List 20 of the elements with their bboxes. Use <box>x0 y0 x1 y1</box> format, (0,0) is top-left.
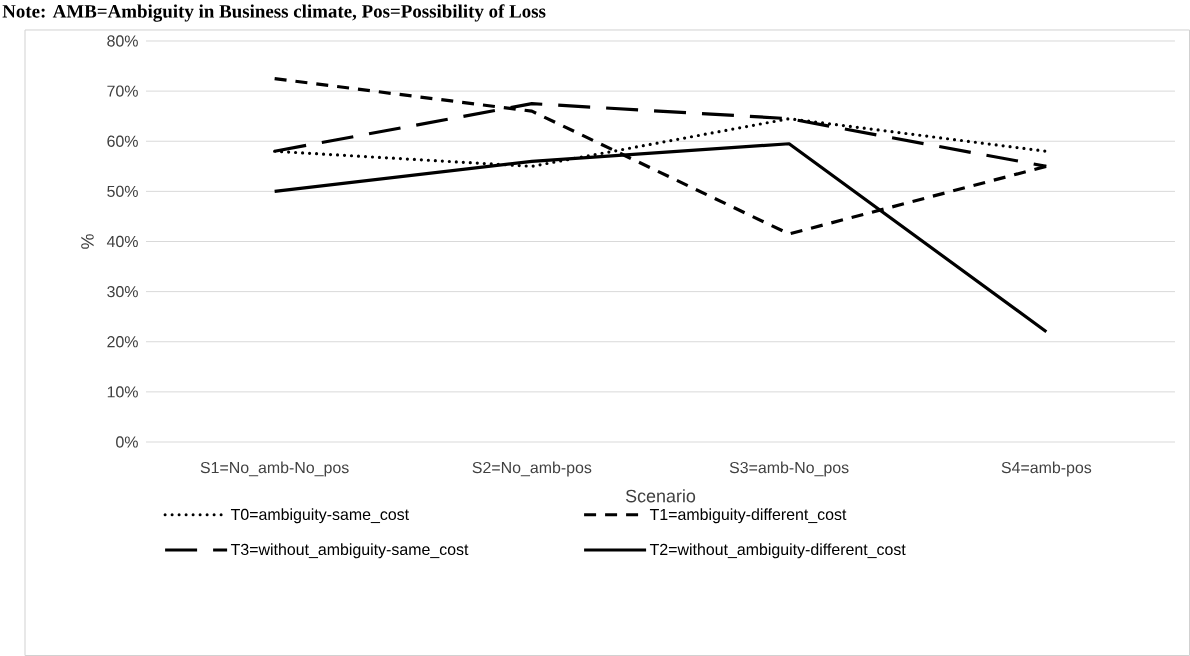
y-tick-label: 30% <box>107 285 138 298</box>
y-tick-label: 20% <box>107 336 138 348</box>
legend-label: T0=ambiguity-same_cost <box>230 508 409 524</box>
legend-label: T2=without_ambiguity-different_cost <box>649 543 906 559</box>
y-tick-label: 50% <box>107 185 138 198</box>
legend-label: T3=without_ambiguity-same_cost <box>230 543 469 559</box>
y-tick-label: 10% <box>107 386 138 398</box>
x-tick-label: S4=amb-pos <box>1001 461 1092 477</box>
y-tick-label: 60% <box>107 135 138 147</box>
y-tick-label: 70% <box>107 85 138 97</box>
legend-label: T1=ambiguity-different_cost <box>649 508 847 524</box>
y-tick-label: 0% <box>116 436 138 448</box>
chart-title: Note: AMB=Ambiguity in Business climate, Pos=Possibility of Loss <box>2 4 546 22</box>
x-tick-label: S3=amb-No_pos <box>729 461 849 477</box>
y-axis-title: % <box>81 234 94 249</box>
y-tick-label: 80% <box>107 35 138 47</box>
x-axis-title: Scenario <box>625 489 696 503</box>
x-tick-label: S2=No_amb-pos <box>472 461 592 477</box>
x-tick-label: S1=No_amb-No_pos <box>200 461 349 477</box>
y-tick-label: 40% <box>106 235 138 248</box>
